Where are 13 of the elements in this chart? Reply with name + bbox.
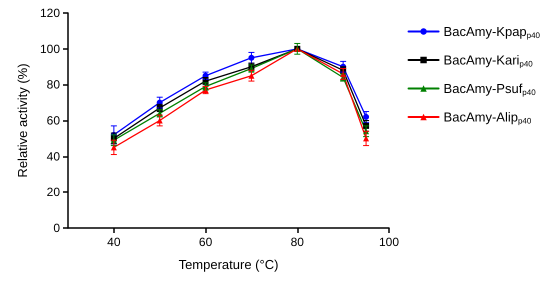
y-tick-label: 80 [46,78,60,92]
y-tick-label: 120 [40,6,60,20]
x-tick-label: 100 [378,235,400,249]
y-tick-label: 20 [46,185,60,200]
y-tick-label: 40 [46,149,60,164]
y-tick-label: 100 [40,42,60,56]
x-axis-title: Temperature (°C) [178,257,278,272]
y-axis-title: Relative activity (%) [15,63,30,178]
x-tick-label: 60 [198,235,213,249]
x-tick-label: 40 [107,235,121,249]
y-tick-label: 60 [46,114,60,128]
y-tick-label: 0 [53,221,60,235]
x-tick-label: 80 [290,235,304,249]
